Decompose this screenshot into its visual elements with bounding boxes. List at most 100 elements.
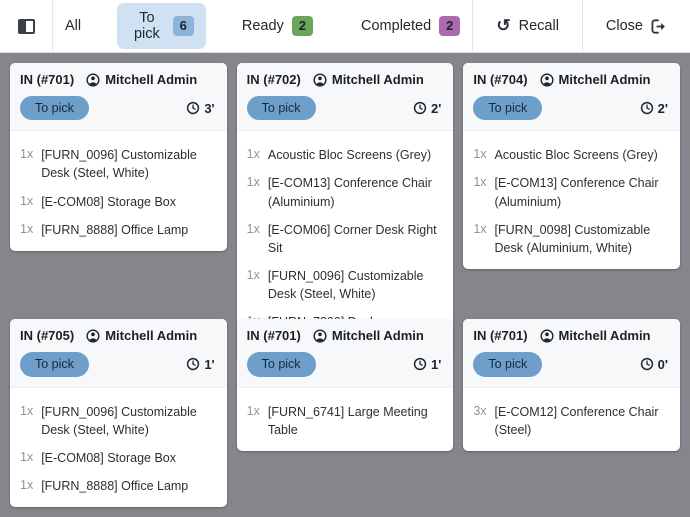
product-qty: 1x	[246, 267, 260, 282]
product-qty: 1x	[246, 147, 260, 162]
product-line: 1x [FURN_8888] Office Lamp	[20, 477, 217, 495]
close-button[interactable]: Close	[581, 0, 690, 52]
transfer-name: IN (#701)	[246, 328, 301, 344]
clock-icon	[413, 357, 427, 371]
product-line: 1x [FURN_0096] Customizable Desk (Steel,…	[20, 403, 217, 439]
tab-count-badge: 2	[291, 15, 314, 37]
product-qty: 1x	[20, 221, 34, 236]
product-qty: 1x	[20, 147, 34, 162]
product-name: [FURN_8888] Office Lamp	[41, 222, 189, 237]
product-lines: 1x [FURN_6741] Large Meeting Table	[237, 388, 454, 451]
filter-tab[interactable]: Completed 2	[349, 9, 472, 43]
product-line: 1x [FURN_6741] Large Meeting Table	[247, 403, 444, 439]
transfer-card[interactable]: IN (#701) Mitchell Admin To pick	[463, 319, 680, 451]
transfer-card[interactable]: IN (#705) Mitchell Admin To pick	[10, 319, 227, 507]
owner-name: Mitchell Admin	[105, 328, 198, 344]
recall-button[interactable]: ↺ Recall	[472, 0, 582, 52]
status-badge: To pick	[473, 96, 543, 121]
product-name: [FURN_8888] Office Lamp	[41, 478, 189, 493]
owner: Mitchell Admin	[86, 72, 197, 87]
time-estimate-text: 2'	[431, 100, 442, 116]
product-qty: 1x	[20, 403, 34, 418]
close-label: Close	[605, 18, 643, 34]
product-qty: 1x	[473, 175, 487, 190]
time-estimate-text: 1'	[204, 356, 215, 372]
product-line: 1x [FURN_8888] Office Lamp	[20, 221, 217, 239]
transfer-card[interactable]: IN (#702) Mitchell Admin To pick	[236, 63, 454, 362]
product-qty: 1x	[246, 403, 260, 418]
product-qty: 1x	[473, 221, 487, 236]
transfer-name: IN (#705)	[20, 328, 75, 344]
product-qty: 1x	[20, 449, 34, 464]
product-line: 1x [E-COM06] Corner Desk Right Sit	[247, 221, 444, 257]
clock-icon	[413, 101, 427, 115]
card-header: IN (#701) Mitchell Admin To pick	[236, 319, 454, 388]
status-badge: To pick	[246, 352, 316, 377]
picking-board: IN (#701) Mitchell Admin To pick	[0, 53, 690, 517]
owner: Mitchell Admin	[539, 328, 651, 344]
product-name: [FURN_0096] Customizable Desk (Steel, Wh…	[267, 268, 424, 301]
tab-label: All	[65, 18, 82, 34]
transfer-name: IN (#702)	[246, 72, 301, 87]
product-qty: 1x	[20, 193, 34, 208]
tab-label: Ready	[241, 18, 284, 34]
recall-label: Recall	[518, 18, 559, 34]
filter-tab[interactable]: Ready 2	[230, 9, 325, 43]
owner: Mitchell Admin	[539, 72, 651, 87]
transfer-card[interactable]: IN (#701) Mitchell Admin To pick	[236, 319, 454, 451]
product-line: 1x [E-COM13] Conference Chair (Aluminium…	[473, 174, 670, 210]
time-estimate: 1'	[186, 357, 216, 372]
product-qty: 1x	[246, 221, 260, 236]
recall-icon: ↺	[496, 15, 511, 35]
product-line: 1x [FURN_0096] Customizable Desk (Steel,…	[20, 146, 217, 182]
product-line: 3x [E-COM12] Conference Chair (Steel)	[473, 403, 670, 439]
transfer-name: IN (#701)	[473, 328, 528, 344]
owner-name: Mitchell Admin	[558, 328, 651, 344]
owner: Mitchell Admin	[313, 328, 424, 343]
owner-name: Mitchell Admin	[105, 72, 198, 87]
tab-label: Completed	[361, 18, 432, 34]
transfer-card[interactable]: IN (#704) Mitchell Admin To pick	[463, 63, 680, 269]
sidebar-toggle-button[interactable]	[0, 0, 53, 52]
user-icon	[86, 72, 100, 87]
transfer-name: IN (#704)	[473, 72, 528, 87]
clock-icon	[186, 357, 200, 371]
status-badge: To pick	[20, 96, 89, 121]
clock-icon	[640, 101, 654, 115]
product-line: 1x [E-COM13] Conference Chair (Aluminium…	[247, 174, 444, 210]
transfer-card[interactable]: IN (#701) Mitchell Admin To pick	[10, 63, 227, 251]
user-icon	[313, 329, 327, 343]
product-name: [FURN_0098] Customizable Desk (Aluminium…	[494, 222, 651, 255]
time-estimate: 0'	[640, 357, 670, 372]
card-header: IN (#705) Mitchell Admin To pick	[10, 319, 227, 388]
filter-tab[interactable]: All	[53, 11, 93, 41]
product-line: 1x Acoustic Bloc Screens (Grey)	[473, 146, 670, 164]
product-qty: 1x	[20, 477, 34, 492]
header-actions: ↺ Recall Close	[472, 0, 690, 52]
filter-tab[interactable]: To pick 6	[117, 3, 206, 49]
time-estimate: 2'	[413, 101, 443, 116]
owner-name: Mitchell Admin	[331, 72, 424, 87]
clock-icon	[640, 357, 654, 371]
product-name: [E-COM08] Storage Box	[41, 194, 176, 209]
product-name: [E-COM08] Storage Box	[41, 450, 176, 465]
product-name: [E-COM06] Corner Desk Right Sit	[267, 222, 437, 255]
user-icon	[313, 72, 327, 87]
tab-count-badge: 2	[439, 15, 461, 37]
product-line: 1x Acoustic Bloc Screens (Grey)	[247, 146, 444, 164]
clock-icon	[186, 101, 200, 115]
card-header: IN (#701) Mitchell Admin To pick	[10, 63, 227, 132]
card-header: IN (#701) Mitchell Admin To pick	[463, 319, 680, 388]
card-header: IN (#704) Mitchell Admin To pick	[463, 63, 680, 132]
product-lines: 1x [FURN_0096] Customizable Desk (Steel,…	[10, 388, 227, 508]
product-line: 1x [E-COM08] Storage Box	[20, 193, 217, 211]
status-badge: To pick	[473, 352, 543, 377]
sign-out-icon	[651, 18, 667, 34]
time-estimate: 1'	[413, 357, 443, 372]
time-estimate-text: 3'	[204, 100, 215, 116]
product-name: [FURN_6741] Large Meeting Table	[267, 404, 428, 437]
product-line: 1x [FURN_0098] Customizable Desk (Alumin…	[473, 221, 670, 257]
owner-name: Mitchell Admin	[331, 328, 424, 344]
user-icon	[539, 329, 554, 343]
owner: Mitchell Admin	[313, 72, 424, 87]
